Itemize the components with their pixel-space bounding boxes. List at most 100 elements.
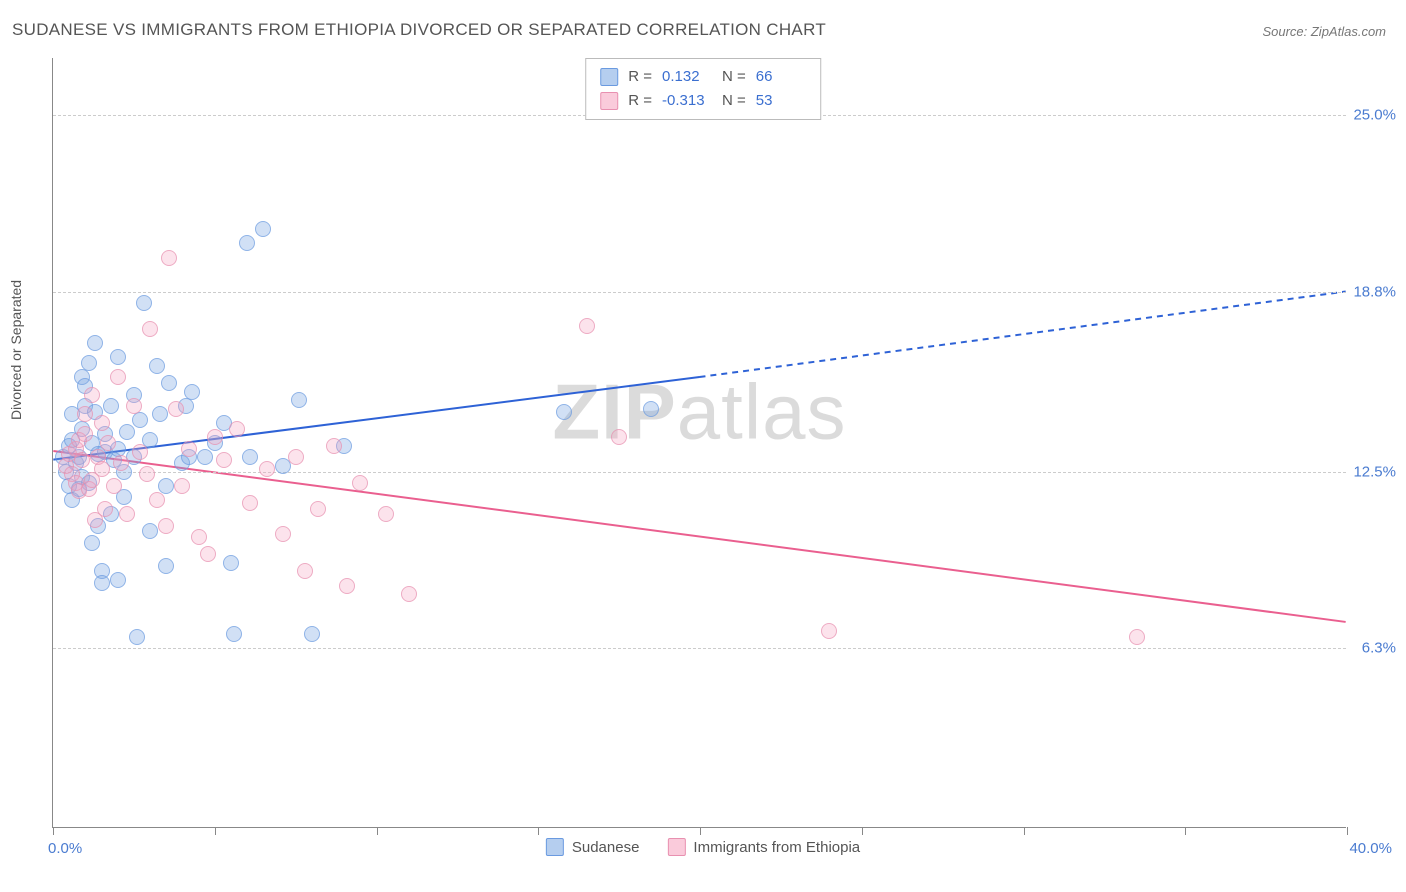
data-point bbox=[229, 421, 245, 437]
data-point bbox=[297, 563, 313, 579]
data-point bbox=[556, 404, 572, 420]
n-label: N = bbox=[722, 89, 746, 113]
stats-box: R =0.132N =66R =-0.313N =53 bbox=[585, 58, 821, 120]
data-point bbox=[126, 398, 142, 414]
x-tick bbox=[862, 827, 863, 835]
data-point bbox=[197, 449, 213, 465]
data-point bbox=[136, 295, 152, 311]
plot-area: ZIPatlas 6.3%12.5%18.8%25.0% bbox=[52, 58, 1346, 828]
data-point bbox=[401, 586, 417, 602]
data-point bbox=[119, 506, 135, 522]
x-tick bbox=[1347, 827, 1348, 835]
data-point bbox=[821, 623, 837, 639]
data-point bbox=[216, 452, 232, 468]
n-label: N = bbox=[722, 65, 746, 89]
gridline bbox=[53, 648, 1346, 649]
swatch-icon bbox=[546, 838, 564, 856]
x-tick bbox=[700, 827, 701, 835]
data-point bbox=[326, 438, 342, 454]
data-point bbox=[168, 401, 184, 417]
data-point bbox=[242, 495, 258, 511]
y-grid-label: 18.8% bbox=[1353, 283, 1396, 300]
data-point bbox=[149, 358, 165, 374]
legend-label: Sudanese bbox=[572, 839, 640, 856]
trend-line-solid bbox=[53, 451, 1345, 622]
data-point bbox=[291, 392, 307, 408]
data-point bbox=[239, 235, 255, 251]
x-axis-max-label: 40.0% bbox=[1349, 840, 1392, 857]
data-point bbox=[149, 492, 165, 508]
y-grid-label: 12.5% bbox=[1353, 463, 1396, 480]
data-point bbox=[110, 349, 126, 365]
data-point bbox=[142, 523, 158, 539]
data-point bbox=[132, 412, 148, 428]
data-point bbox=[142, 321, 158, 337]
trend-line-dashed bbox=[700, 292, 1346, 377]
data-point bbox=[352, 475, 368, 491]
data-point bbox=[103, 398, 119, 414]
data-point bbox=[259, 461, 275, 477]
x-tick bbox=[215, 827, 216, 835]
data-point bbox=[100, 435, 116, 451]
gridline bbox=[53, 292, 1346, 293]
data-point bbox=[275, 526, 291, 542]
data-point bbox=[129, 629, 145, 645]
data-point bbox=[184, 384, 200, 400]
data-point bbox=[304, 626, 320, 642]
swatch-icon bbox=[600, 92, 618, 110]
x-tick bbox=[53, 827, 54, 835]
data-point bbox=[94, 415, 110, 431]
data-point bbox=[1129, 629, 1145, 645]
x-axis-min-label: 0.0% bbox=[48, 840, 82, 857]
data-point bbox=[174, 478, 190, 494]
data-point bbox=[643, 401, 659, 417]
data-point bbox=[113, 455, 129, 471]
data-point bbox=[161, 250, 177, 266]
data-point bbox=[223, 555, 239, 571]
gridline bbox=[53, 472, 1346, 473]
data-point bbox=[94, 461, 110, 477]
data-point bbox=[97, 501, 113, 517]
data-point bbox=[81, 355, 97, 371]
data-point bbox=[611, 429, 627, 445]
data-point bbox=[161, 375, 177, 391]
data-point bbox=[200, 546, 216, 562]
data-point bbox=[132, 444, 148, 460]
data-point bbox=[255, 221, 271, 237]
x-tick bbox=[1185, 827, 1186, 835]
n-value: 53 bbox=[756, 89, 806, 113]
legend-label: Immigrants from Ethiopia bbox=[693, 839, 860, 856]
data-point bbox=[378, 506, 394, 522]
legend: Sudanese Immigrants from Ethiopia bbox=[546, 838, 860, 856]
source-attribution: Source: ZipAtlas.com bbox=[1262, 24, 1386, 39]
watermark: ZIPatlas bbox=[552, 366, 846, 457]
r-value: 0.132 bbox=[662, 65, 712, 89]
data-point bbox=[158, 558, 174, 574]
data-point bbox=[110, 572, 126, 588]
data-point bbox=[158, 478, 174, 494]
r-value: -0.313 bbox=[662, 89, 712, 113]
legend-item: Immigrants from Ethiopia bbox=[667, 838, 860, 856]
x-tick bbox=[538, 827, 539, 835]
data-point bbox=[119, 424, 135, 440]
stats-row: R =-0.313N =53 bbox=[600, 89, 806, 113]
data-point bbox=[87, 335, 103, 351]
data-point bbox=[207, 429, 223, 445]
data-point bbox=[74, 452, 90, 468]
data-point bbox=[110, 369, 126, 385]
data-point bbox=[339, 578, 355, 594]
legend-item: Sudanese bbox=[546, 838, 640, 856]
data-point bbox=[139, 466, 155, 482]
data-point bbox=[152, 406, 168, 422]
r-label: R = bbox=[628, 65, 652, 89]
data-point bbox=[106, 478, 122, 494]
data-point bbox=[191, 529, 207, 545]
data-point bbox=[84, 387, 100, 403]
y-grid-label: 25.0% bbox=[1353, 107, 1396, 124]
data-point bbox=[84, 535, 100, 551]
data-point bbox=[242, 449, 258, 465]
watermark-atlas: atlas bbox=[677, 367, 847, 455]
y-axis-label: Divorced or Separated bbox=[8, 280, 24, 420]
data-point bbox=[226, 626, 242, 642]
data-point bbox=[158, 518, 174, 534]
